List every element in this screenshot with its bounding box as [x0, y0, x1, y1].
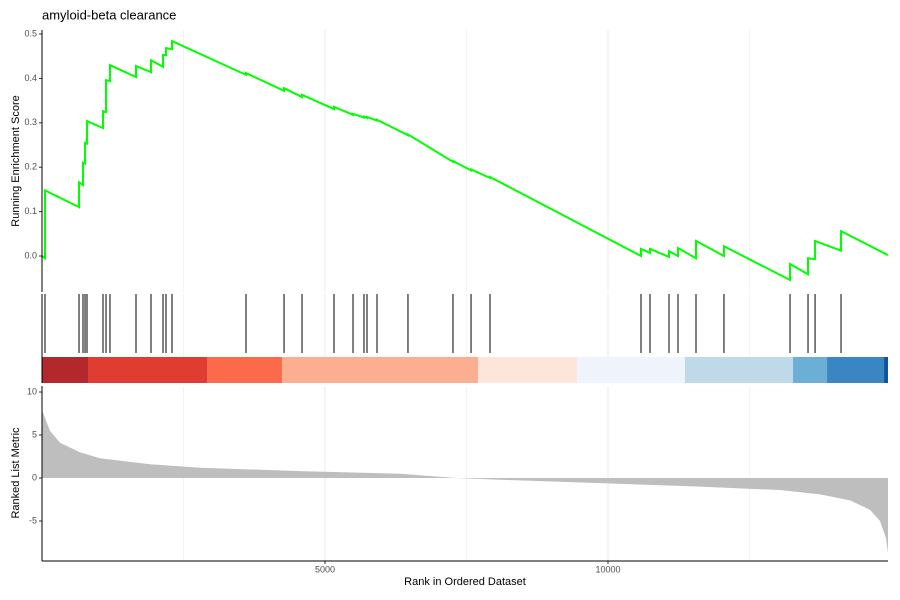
- y-tick-label: 5: [32, 429, 37, 439]
- y-tick-label: -5: [29, 515, 37, 525]
- rank-band: [477, 357, 577, 383]
- y-tick-label: 0.0: [24, 250, 37, 260]
- rank-band: [793, 357, 828, 383]
- rank-band: [281, 357, 478, 383]
- y-tick-label: 0.5: [24, 28, 37, 38]
- x-axis-title: Rank in Ordered Dataset: [404, 576, 526, 588]
- y-tick-label: 0.1: [24, 206, 37, 216]
- x-tick-label: 10000: [595, 564, 620, 574]
- rank-band: [884, 357, 888, 383]
- y-axis-title: Ranked List Metric: [10, 427, 22, 519]
- rank-band: [206, 357, 282, 383]
- rank-band: [88, 357, 207, 383]
- rank-band: [42, 357, 89, 383]
- rank-band: [576, 357, 685, 383]
- x-tick-label: 5000: [315, 564, 335, 574]
- y-tick-label: 0.4: [24, 73, 37, 83]
- y-axis-title: Running Enrichment Score: [10, 95, 22, 226]
- metric-area: [42, 410, 888, 553]
- es-line: [41, 39, 889, 282]
- rank-band: [684, 357, 794, 383]
- y-tick-label: 0.2: [24, 162, 37, 172]
- y-tick-label: 0.3: [24, 117, 37, 127]
- chart-title: amyloid-beta clearance: [42, 7, 176, 22]
- y-tick-label: 10: [27, 386, 37, 396]
- rank-band: [827, 357, 885, 383]
- y-tick-label: 0: [32, 472, 37, 482]
